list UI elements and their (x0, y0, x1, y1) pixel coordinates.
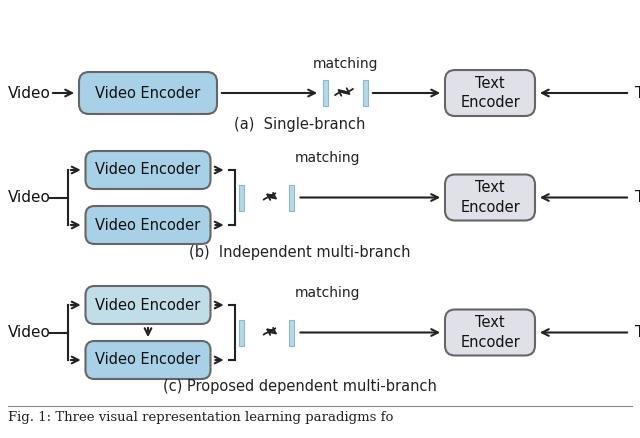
Bar (289, 319, 294, 346)
FancyBboxPatch shape (79, 72, 217, 114)
Text: Video Encoder: Video Encoder (95, 85, 200, 100)
Text: matching: matching (312, 57, 378, 71)
FancyBboxPatch shape (86, 286, 211, 324)
FancyBboxPatch shape (86, 151, 211, 189)
Text: Video: Video (8, 190, 51, 205)
Text: matching: matching (295, 151, 361, 165)
Bar (239, 184, 244, 211)
Bar (289, 184, 294, 211)
Text: Video Encoder: Video Encoder (95, 218, 200, 233)
Text: Fig. 1: Three visual representation learning paradigms fo: Fig. 1: Three visual representation lear… (8, 411, 394, 424)
Text: Text: Text (635, 85, 640, 100)
Bar (362, 80, 367, 106)
Text: Text: Text (635, 325, 640, 340)
Text: Text: Text (635, 190, 640, 205)
Text: Text
Encoder: Text Encoder (460, 76, 520, 110)
Text: Video Encoder: Video Encoder (95, 297, 200, 312)
Bar (239, 319, 244, 346)
Text: Video: Video (8, 85, 51, 100)
Text: (a)  Single-branch: (a) Single-branch (234, 117, 365, 133)
Text: Text
Encoder: Text Encoder (460, 180, 520, 215)
Bar (323, 80, 328, 106)
FancyBboxPatch shape (86, 206, 211, 244)
FancyBboxPatch shape (86, 341, 211, 379)
FancyBboxPatch shape (445, 310, 535, 356)
FancyBboxPatch shape (445, 174, 535, 220)
Text: Text
Encoder: Text Encoder (460, 315, 520, 350)
FancyBboxPatch shape (445, 70, 535, 116)
Text: Video: Video (8, 325, 51, 340)
Text: Video Encoder: Video Encoder (95, 353, 200, 367)
Text: matching: matching (295, 286, 361, 300)
Text: (c) Proposed dependent multi-branch: (c) Proposed dependent multi-branch (163, 378, 437, 393)
Text: Video Encoder: Video Encoder (95, 162, 200, 177)
Text: (b)  Independent multi-branch: (b) Independent multi-branch (189, 246, 411, 261)
